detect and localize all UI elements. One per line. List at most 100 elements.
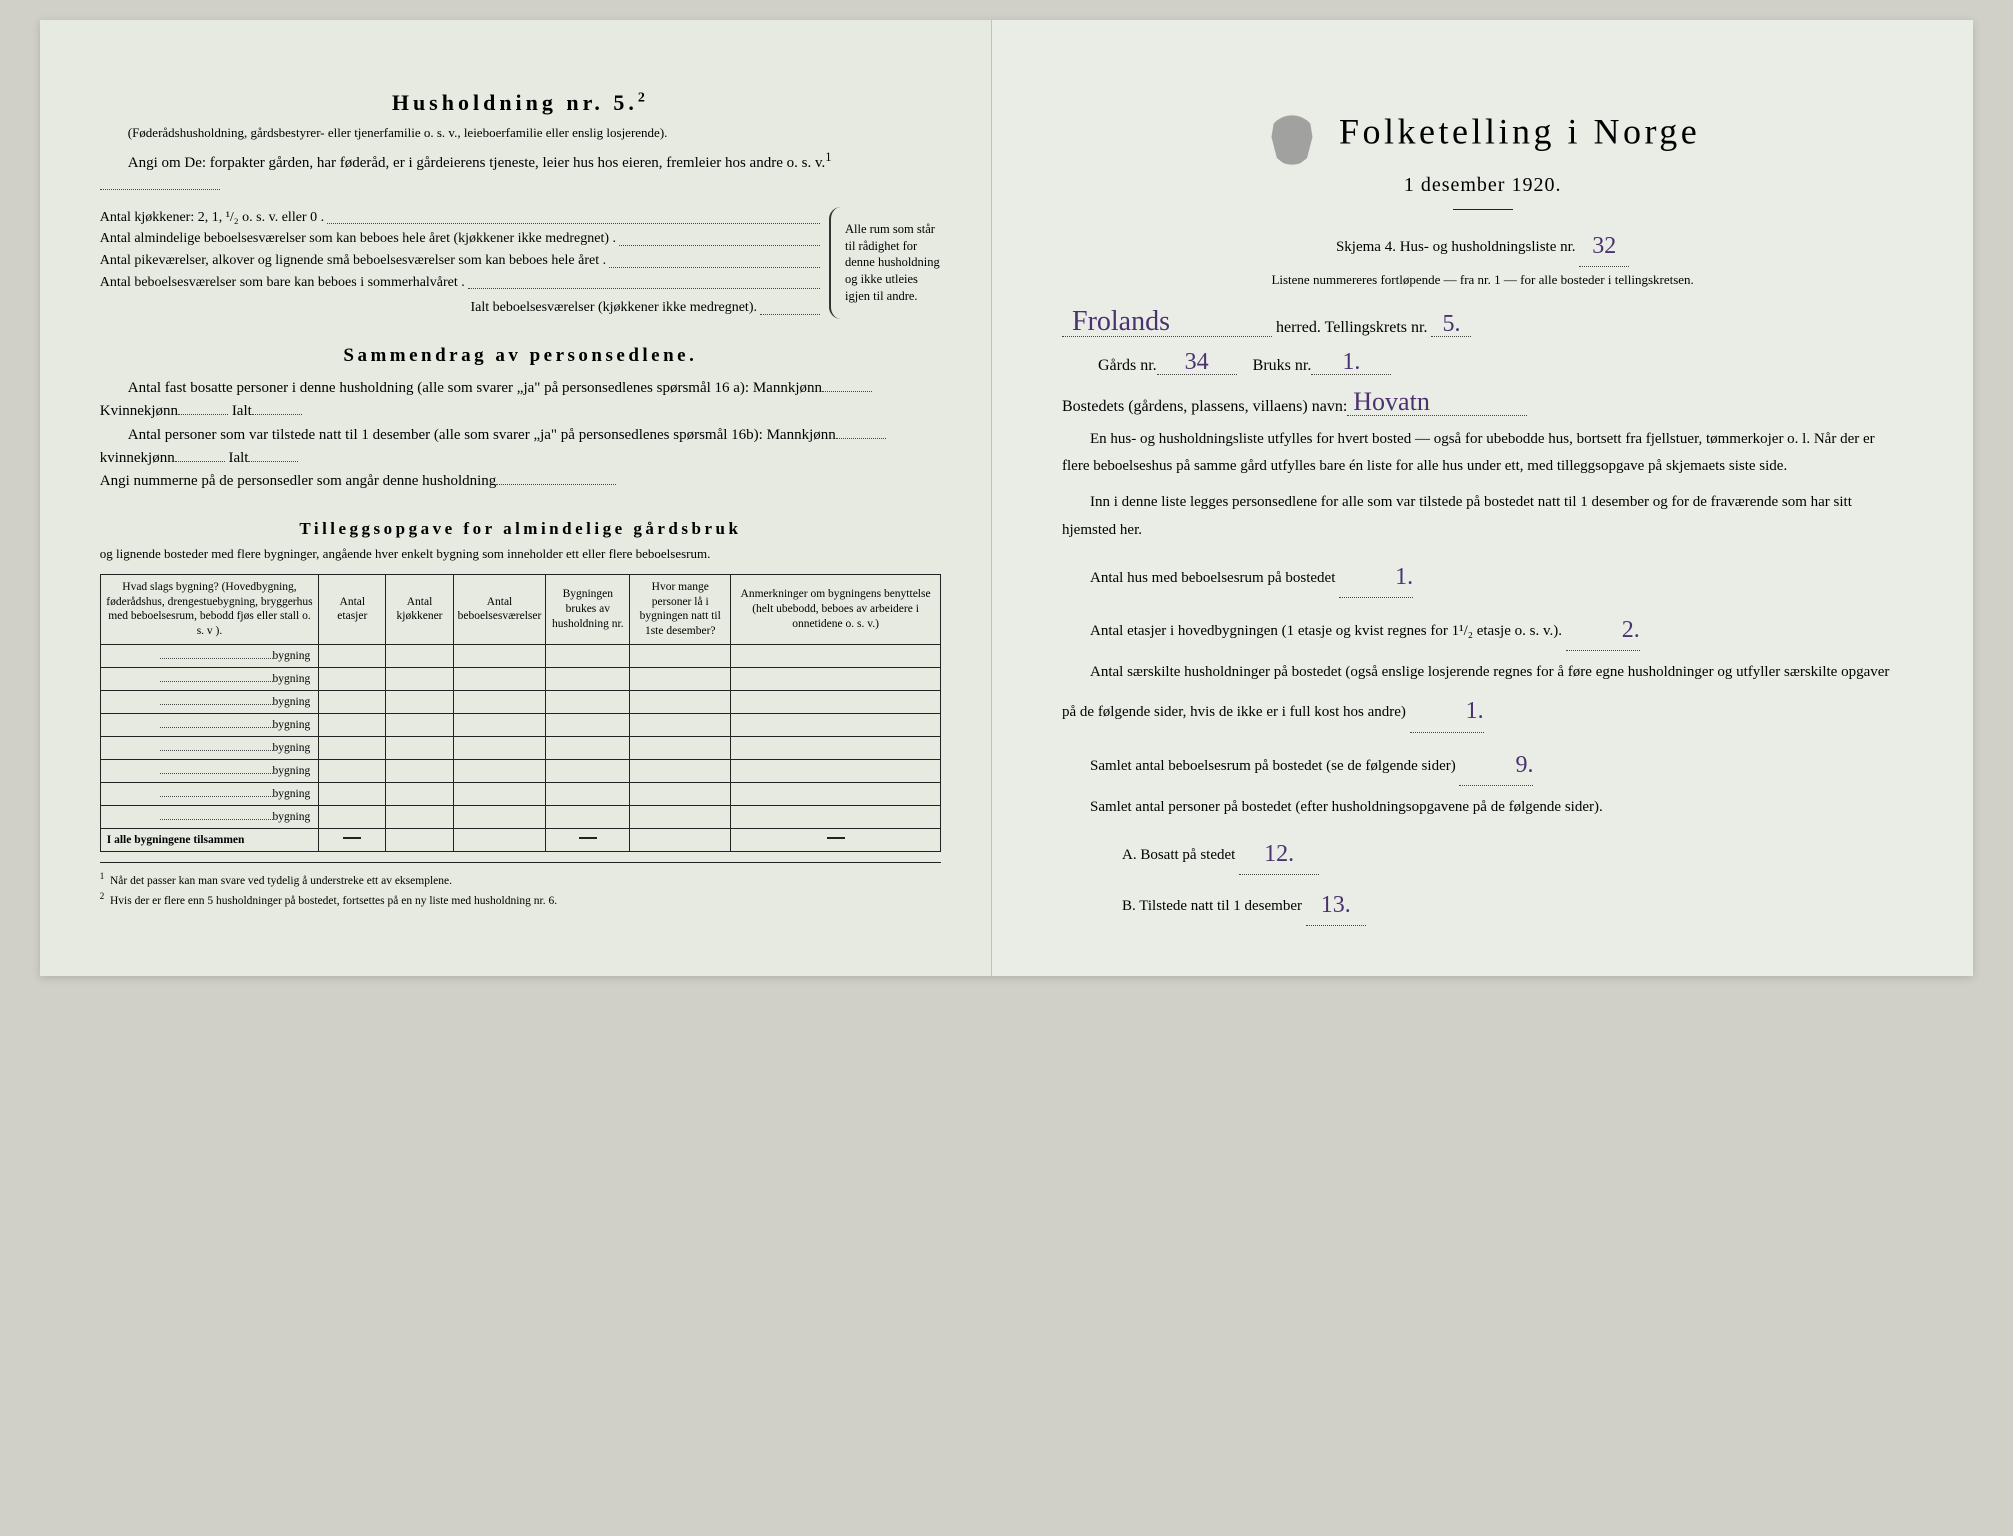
cell: [731, 783, 941, 806]
p2a: Antal personer som var tilstede natt til…: [128, 427, 836, 443]
line-storeys: Antal etasjer i hovedbygningen (1 etasje…: [1062, 606, 1903, 651]
th-3: Antal beboelsesværelser: [453, 574, 546, 645]
rooms-left: Antal kjøkkener: 2, 1, ¹/₂ o. s. v. elle…: [100, 207, 823, 319]
p2c: Ialt: [228, 450, 248, 466]
household-heading: Husholdning nr. 5.2: [100, 90, 941, 116]
l1-label: Antal hus med beboelsesrum på bostedet: [1090, 570, 1335, 586]
heading-text: Husholdning nr. 5.: [392, 90, 638, 115]
bosted-value: Hovatn: [1347, 385, 1527, 416]
r4-dots: [468, 288, 820, 289]
cell: [630, 760, 731, 783]
cell-building-type: bygning: [100, 737, 318, 760]
cell: [731, 645, 941, 668]
l2-value: 2.: [1566, 606, 1640, 651]
left-page: Husholdning nr. 5.2 (Føderådshusholdning…: [40, 20, 992, 976]
l4-hand: 9.: [1487, 743, 1533, 787]
krets-hand: 5.: [1442, 311, 1460, 338]
p1a-blank: [822, 391, 872, 392]
row-summer-rooms: Antal beboelsesværelser som bare kan beb…: [100, 272, 823, 294]
p1a: Antal fast bosatte personer i denne hush…: [128, 380, 822, 396]
p1c-blank: [252, 414, 302, 415]
cell: [546, 783, 630, 806]
lA-hand: 12.: [1264, 832, 1294, 876]
row-total-rooms: Ialt beboelsesværelser (kjøkkener ikke m…: [100, 297, 823, 319]
fn2-text: Hvis der er flere enn 5 husholdninger på…: [110, 894, 557, 906]
cell: [546, 645, 630, 668]
listene-note: Listene nummereres fortløpende — fra nr.…: [1062, 271, 1903, 289]
document-spread: Husholdning nr. 5.2 (Føderådshusholdning…: [40, 20, 1974, 976]
sub2-sup: 1: [825, 150, 831, 164]
subtitle: 1 desember 1920.: [1062, 174, 1903, 197]
row-maid-rooms: Antal pikeværelser, alkover og lignende …: [100, 250, 823, 272]
right-page: Folketelling i Norge 1 desember 1920. Sk…: [992, 20, 1973, 976]
cell: [546, 737, 630, 760]
table-row: bygning: [100, 806, 940, 829]
th-5: Hvor mange personer lå i bygningen natt …: [630, 574, 731, 645]
cell: [630, 806, 731, 829]
cell: [731, 737, 941, 760]
cell: [630, 691, 731, 714]
l4-label: Samlet antal beboelsesrum på bostedet (s…: [1090, 758, 1456, 774]
line-rooms-total: Samlet antal beboelsesrum på bostedet (s…: [1062, 741, 1903, 786]
cell: [453, 806, 546, 829]
l2-label: Antal etasjer i hovedbygningen (1 etasje…: [1090, 623, 1562, 639]
table-row: bygning: [100, 714, 940, 737]
fn1-num: 1: [100, 871, 105, 881]
lB-label: B. Tilstede natt til 1 desember: [1122, 898, 1302, 914]
table-row: bygning: [100, 737, 940, 760]
cell: [319, 783, 386, 806]
cell: [630, 668, 731, 691]
lA-label: A. Bosatt på stedet: [1122, 847, 1235, 863]
th-1: Antal etasjer: [319, 574, 386, 645]
tillegg-sub: og lignende bosteder med flere bygninger…: [100, 545, 941, 563]
l2-hand: 2.: [1594, 608, 1640, 652]
coat-of-arms-icon: [1265, 110, 1319, 170]
tillegg-title: Tilleggsopgave for almindelige gårdsbruk: [100, 519, 941, 539]
table-row: bygning: [100, 783, 940, 806]
table-row: bygning: [100, 691, 940, 714]
footnotes: 1 Når det passer kan man svare ved tydel…: [100, 862, 941, 909]
table-row: bygning: [100, 760, 940, 783]
cell: [319, 645, 386, 668]
cell: [546, 806, 630, 829]
rooms-block: Antal kjøkkener: 2, 1, ¹/₂ o. s. v. elle…: [100, 207, 941, 319]
main-title: Folketelling i Norge: [1339, 112, 1700, 152]
lB-hand: 13.: [1321, 883, 1351, 927]
p2a-blank: [836, 438, 886, 439]
gards-value: 34: [1157, 347, 1237, 375]
cell: [453, 783, 546, 806]
cell: [386, 737, 453, 760]
line-persons-total: Samlet antal personer på bostedet (efter…: [1062, 794, 1903, 822]
cell-building-type: bygning: [100, 783, 318, 806]
line-households: Antal særskilte husholdninger på bostede…: [1062, 659, 1903, 732]
cell: [453, 668, 546, 691]
title-block: Folketelling i Norge 1 desember 1920. Sk…: [1062, 110, 1903, 290]
cell: [453, 714, 546, 737]
l1-value: 1.: [1339, 553, 1413, 598]
cell: [386, 668, 453, 691]
p1c: Ialt: [232, 403, 252, 419]
p2c-blank: [248, 461, 298, 462]
cell: [731, 714, 941, 737]
brace-note: Alle rum som står til rådighet for denne…: [829, 207, 941, 319]
cell: [731, 691, 941, 714]
l1-hand: 1.: [1367, 555, 1413, 599]
instructions-p2: Inn i denne liste legges personsedlene f…: [1062, 489, 1903, 545]
r4-label: Antal beboelsesværelser som bare kan beb…: [100, 272, 465, 294]
cell: [386, 760, 453, 783]
instructions-p1: En hus- og husholdningsliste utfylles fo…: [1062, 426, 1903, 482]
line-B: B. Tilstede natt til 1 desember 13.: [1062, 881, 1903, 926]
table-head: Hvad slags bygning? (Hovedbygning, føder…: [100, 574, 940, 645]
l3-hand: 1.: [1438, 689, 1484, 733]
brace-text: Alle rum som står til rådighet for denne…: [845, 221, 941, 305]
r3-label: Antal pikeværelser, alkover og lignende …: [100, 250, 606, 272]
cell: [319, 737, 386, 760]
heading-sup: 2: [638, 91, 649, 106]
r3-dots: [609, 267, 820, 268]
cell: [386, 645, 453, 668]
gards-line: Gårds nr. 34 Bruks nr. 1.: [1062, 347, 1903, 375]
cell-building-type: bygning: [100, 668, 318, 691]
sub2-blank: [100, 189, 220, 190]
cell-building-type: bygning: [100, 714, 318, 737]
r1-dots: [327, 223, 820, 224]
